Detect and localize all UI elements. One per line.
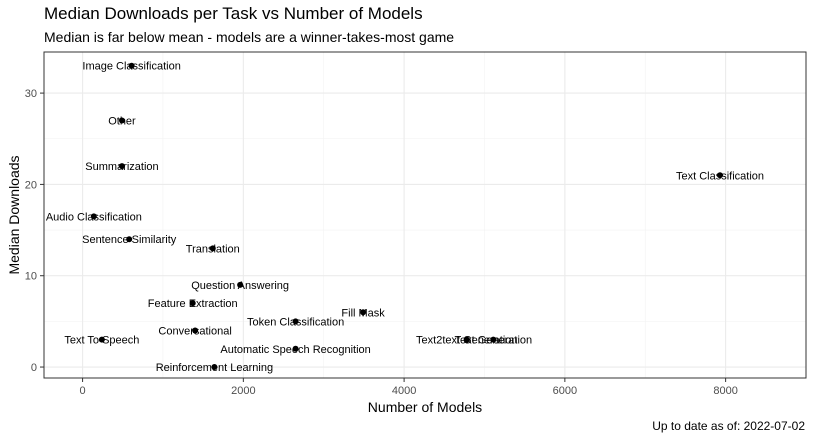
- y-tick-label: 10: [25, 271, 37, 283]
- grid-major: [44, 52, 806, 378]
- y-tick-label: 30: [25, 88, 37, 100]
- data-label: Feature Extraction: [148, 298, 238, 310]
- x-tick-label: 0: [80, 385, 86, 397]
- data-label: Token Classification: [247, 316, 344, 328]
- data-label: Question Answering: [191, 280, 289, 292]
- chart-title: Median Downloads per Task vs Number of M…: [44, 4, 423, 23]
- y-axis: 0 10 20 30: [25, 88, 44, 374]
- data-label: Sentence Similarity: [82, 234, 177, 246]
- data-point: [192, 327, 199, 334]
- chart-subtitle: Median is far below mean - models are a …: [44, 29, 455, 45]
- plot-border: [43, 51, 807, 379]
- data-label: Audio Classification: [46, 211, 142, 223]
- x-tick-label: 4000: [392, 385, 416, 397]
- data-point: [98, 336, 105, 343]
- data-label: Text2text Generation: [416, 335, 518, 347]
- x-tick-label: 8000: [713, 385, 737, 397]
- x-axis: 0 2000 4000 6000 8000: [80, 378, 738, 397]
- data-point: [292, 345, 299, 352]
- chart-caption: Up to date as of: 2022-07-02: [652, 419, 805, 433]
- data-label: Reinforcement Learning: [156, 362, 273, 374]
- data-label: Automatic Speech Recognition: [220, 344, 370, 356]
- x-tick-label: 2000: [231, 385, 255, 397]
- data-point: [360, 309, 367, 316]
- data-label: Other: [108, 115, 136, 127]
- data-label: Summarization: [85, 161, 158, 173]
- data-point: [292, 318, 299, 325]
- data-label: Image Classification: [82, 61, 180, 73]
- y-tick-label: 0: [31, 362, 37, 374]
- x-tick-label: 6000: [553, 385, 577, 397]
- y-axis-title: Median Downloads: [6, 155, 22, 274]
- data-point: [90, 213, 97, 220]
- data-labels: Image Classification Other Summarization Te…: [46, 61, 764, 374]
- data-label: Text To Speech: [64, 335, 139, 347]
- data-point: [209, 245, 216, 252]
- data-point: [126, 236, 133, 243]
- data-point: [189, 300, 196, 307]
- data-point: [463, 336, 470, 343]
- y-tick-label: 20: [25, 179, 37, 191]
- x-axis-title: Number of Models: [368, 399, 482, 415]
- data-points: [90, 62, 723, 371]
- data-point: [118, 117, 125, 124]
- data-point: [211, 364, 218, 371]
- data-label: Text Classification: [676, 170, 764, 182]
- data-label: Text Generation: [454, 335, 532, 347]
- data-label: Conversational: [158, 326, 231, 338]
- data-point: [118, 163, 125, 170]
- data-point: [716, 172, 723, 179]
- data-point: [128, 62, 135, 69]
- data-label: Translation: [186, 243, 240, 255]
- data-point: [490, 336, 497, 343]
- data-label: Fill Mask: [341, 307, 385, 319]
- data-point: [237, 281, 244, 288]
- plot-panel: [44, 52, 806, 378]
